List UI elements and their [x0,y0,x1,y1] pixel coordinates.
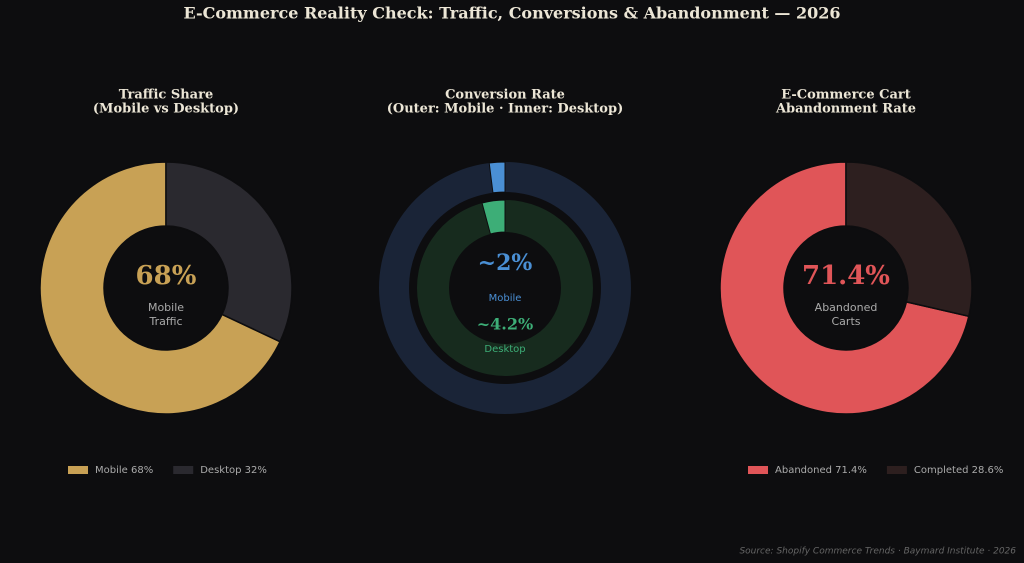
center-label: 68% [136,261,197,291]
center-value: ~2% [478,250,533,276]
subplot-title: E-Commerce Cart [781,88,911,103]
center-caption: Abandoned [815,301,878,314]
donut-slice [845,161,973,318]
legend-swatch [68,466,88,474]
page-title: E-Commerce Reality Check: Traffic, Conve… [183,4,840,23]
subplot-title: Traffic Share [119,88,213,103]
center-caption: Traffic [148,315,182,328]
center-caption: Carts [832,315,861,328]
subplot-subtitle: (Outer: Mobile · Inner: Desktop) [387,102,623,117]
donut-slice [719,161,970,415]
subplot-subtitle: Abandonment Rate [775,102,916,117]
center-name: Desktop [484,344,525,355]
donut-slice [39,161,282,415]
legend-swatch [886,466,907,474]
legend-label: Abandoned 71.4% [775,465,867,476]
legend-label: Desktop 32% [200,465,267,476]
donut-slice [165,161,293,343]
center-label: 71.4% [802,261,890,291]
center-value: ~4.2% [477,315,533,334]
subplot-title: Conversion Rate [445,88,565,103]
legend-label: Mobile 68% [95,465,153,476]
subplot-subtitle: (Mobile vs Desktop) [93,102,239,117]
ring-slice [481,199,506,235]
source: Source: Shopify Commerce Trends · Baymar… [739,547,1016,557]
ring-slice [488,161,506,194]
legend-swatch [748,466,768,474]
center-name: Mobile [489,293,522,304]
legend-swatch [173,466,194,474]
center-caption: Mobile [148,301,184,314]
ring-track [417,200,593,376]
legend-label: Completed 28.6% [914,465,1004,476]
